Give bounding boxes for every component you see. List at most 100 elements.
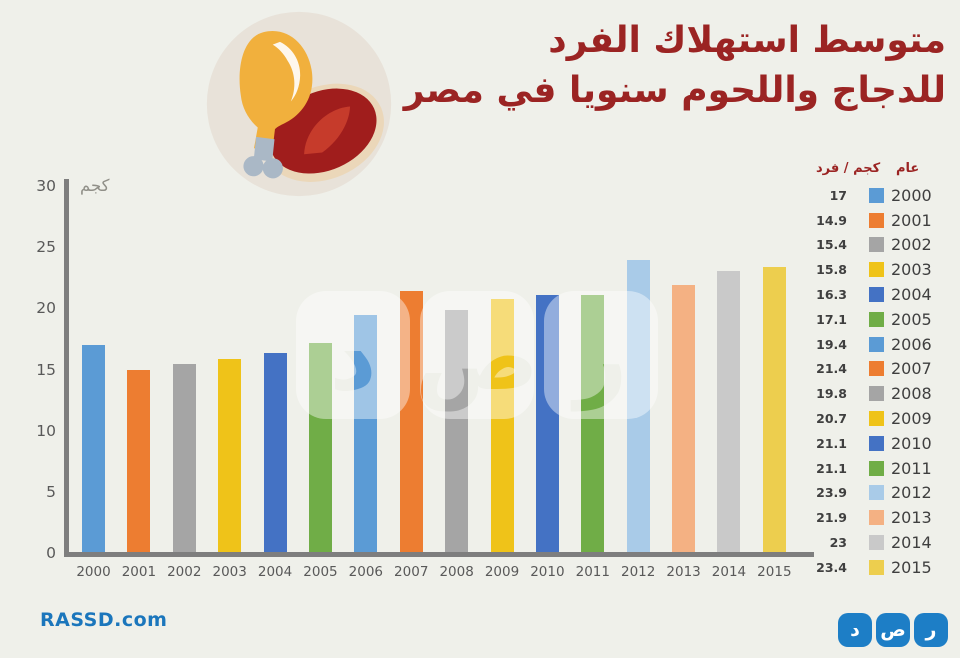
legend-value: 15.4: [816, 237, 847, 253]
page-title: متوسط استهلاك الفرد للدجاج واللحوم سنويا…: [404, 16, 946, 116]
legend-rows: 17 2000 14.9 2001 15.4 2002 15.8 2003 16.3 2004 17…: [814, 183, 944, 580]
y-axis-unit-label: كجم: [80, 176, 110, 195]
bar-2014: [717, 271, 741, 552]
title-line-2: للدجاج واللحوم سنويا في مصر: [403, 70, 946, 111]
legend-year: 2014: [891, 533, 932, 553]
x-axis-label: 2014: [711, 564, 747, 580]
legend-color-swatch: [869, 287, 884, 303]
bar-2011: [581, 294, 605, 552]
legend-year: 2006: [891, 334, 932, 354]
x-axis-label: 2003: [212, 564, 247, 580]
legend-color-swatch: [869, 435, 884, 451]
legend-year: 2003: [891, 260, 932, 280]
x-axis-label: 2012: [621, 564, 656, 580]
y-tick-label: 20: [36, 299, 56, 318]
legend-row: 17 2000: [814, 183, 944, 208]
bar-2012: [626, 260, 650, 552]
bar-slot: 2011: [570, 186, 615, 580]
legend-row: 15.8 2003: [814, 257, 944, 282]
legend-year: 2004: [891, 285, 932, 305]
x-axis-label: 2005: [303, 564, 338, 580]
legend-row: 15.4 2002: [814, 233, 944, 258]
x-axis-label: 2008: [439, 564, 474, 580]
x-axis-label: 2013: [666, 564, 701, 580]
legend-year: 2013: [891, 508, 932, 528]
legend-value: 21.9: [816, 510, 847, 526]
x-axis-label: 2010: [530, 564, 565, 580]
legend-row: 19.4 2006: [814, 332, 944, 357]
legend-color-swatch: [869, 237, 884, 253]
legend-color-swatch: [869, 361, 884, 377]
bar-slot: 2014: [706, 186, 751, 580]
legend-row: 21.9 2013: [814, 505, 944, 530]
legend-row: 19.8 2008: [814, 381, 944, 406]
bar-slot: 2004: [253, 186, 298, 580]
legend-row: 23 2014: [814, 530, 944, 555]
bar-slot: 2008: [434, 186, 479, 580]
legend-year: 2012: [891, 483, 932, 503]
legend-year: 2008: [891, 384, 932, 404]
chicken-drumstick-and-steak-icon: [206, 11, 392, 197]
legend-value: 16.3: [816, 287, 847, 303]
legend-row: 14.9 2001: [814, 208, 944, 233]
bar-2008: [445, 310, 469, 552]
legend-unit-header: كجم / فرد: [816, 161, 881, 176]
bar-2003: [218, 359, 242, 552]
bar-2013: [672, 284, 696, 552]
legend-row: 17.1 2005: [814, 307, 944, 332]
y-tick-label: 30: [36, 177, 56, 195]
legend-year-header: عام: [896, 161, 920, 176]
y-tick-label: 25: [36, 238, 56, 257]
legend-color-swatch: [869, 559, 884, 575]
rassd-logo-tile: د: [838, 613, 872, 647]
legend-color-swatch: [869, 336, 884, 352]
bar-slot: 2015: [752, 186, 797, 580]
y-axis-line: [64, 179, 69, 557]
legend-value: 14.9: [816, 212, 847, 228]
bar-slot: 2007: [389, 186, 434, 580]
bar-slot: 2003: [207, 186, 252, 580]
legend-row: 21.1 2011: [814, 456, 944, 481]
bar-2009: [490, 299, 514, 552]
bar-slot: 2006: [343, 186, 388, 580]
legend-year: 2002: [891, 235, 932, 255]
title-line-1: متوسط استهلاك الفرد: [548, 20, 946, 61]
legend-value: 21.4: [816, 361, 847, 377]
legend-color-swatch: [869, 262, 884, 278]
legend-value: 15.8: [816, 262, 847, 278]
x-axis-label: 2015: [757, 564, 792, 580]
legend-value: 20.7: [816, 411, 847, 427]
bar-slot: 2000: [71, 186, 116, 580]
chart-legend: كجم / فرد عام 17 2000 14.9 2001 15.4 2002 15.8…: [814, 158, 944, 580]
x-axis-label: 2007: [394, 564, 429, 580]
legend-color-swatch: [869, 187, 884, 203]
bar-2007: [399, 290, 423, 552]
bar-2002: [172, 364, 196, 552]
bar-slot: 2005: [298, 186, 343, 580]
legend-year: 2005: [891, 309, 932, 329]
legend-year: 2000: [891, 185, 932, 205]
legend-year: 2011: [891, 458, 932, 478]
legend-year: 2015: [891, 557, 932, 577]
legend-row: 21.1 2010: [814, 431, 944, 456]
x-axis-label: 2000: [76, 564, 111, 580]
bone: [243, 136, 283, 179]
legend-header: كجم / فرد عام: [814, 158, 944, 183]
legend-year: 2010: [891, 433, 932, 453]
rassd-wordmark: RASSD.com: [40, 609, 168, 631]
bar-slot: 2012: [616, 186, 661, 580]
legend-color-swatch: [869, 411, 884, 427]
bar-2005: [308, 343, 332, 552]
x-axis-label: 2001: [121, 564, 157, 580]
x-axis-label: 2006: [348, 564, 384, 580]
y-tick-label: 5: [46, 482, 56, 501]
legend-row: 23.9 2012: [814, 481, 944, 506]
legend-color-swatch: [869, 535, 884, 551]
bar-slot: 2010: [525, 186, 570, 580]
legend-value: 17.1: [816, 311, 847, 327]
food-illustration: [203, 8, 395, 200]
bar-slot: 2001: [116, 186, 161, 580]
y-tick-label: 0: [46, 544, 56, 563]
legend-value: 17: [829, 187, 847, 203]
